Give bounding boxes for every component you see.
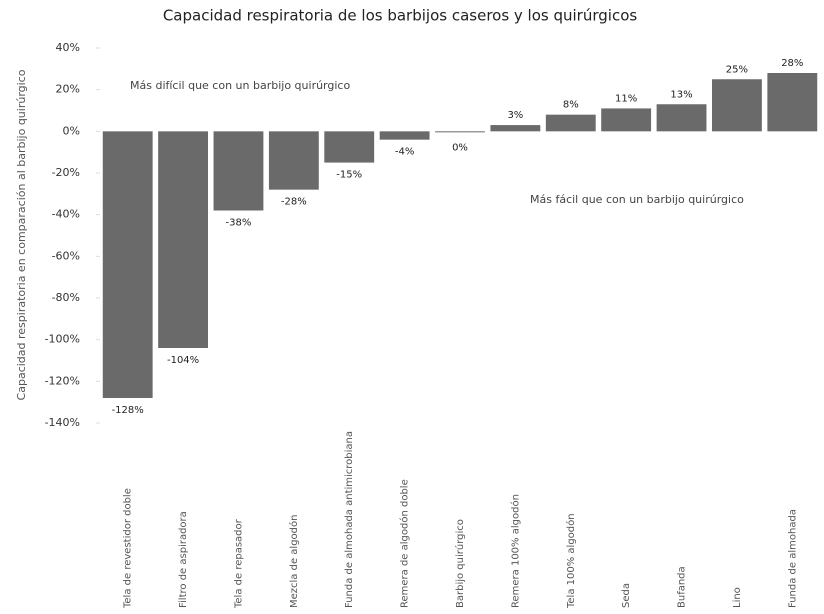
y-tick-label: 40% bbox=[56, 41, 80, 54]
value-label: -15% bbox=[336, 170, 362, 181]
bar bbox=[545, 114, 596, 132]
value-label: 28% bbox=[781, 58, 803, 69]
y-tick-label: -100% bbox=[45, 333, 80, 346]
y-tick-label: -120% bbox=[45, 374, 80, 387]
y-tick-label: -20% bbox=[52, 166, 80, 179]
value-label: 8% bbox=[563, 100, 579, 111]
value-label: 13% bbox=[670, 89, 692, 100]
bar bbox=[158, 131, 208, 348]
y-tick-label: -140% bbox=[45, 416, 80, 429]
x-tick-label: Bufanda bbox=[677, 566, 688, 608]
bar bbox=[767, 73, 818, 132]
bar bbox=[379, 131, 430, 140]
x-tick-label: Remera 100% algodón bbox=[509, 494, 521, 608]
value-label: 11% bbox=[615, 93, 637, 104]
x-tick-label: Seda bbox=[621, 583, 632, 608]
y-tick-label: -60% bbox=[52, 249, 80, 262]
value-label: 0% bbox=[452, 142, 468, 153]
x-tick-label: Remera de algodón doble bbox=[399, 479, 411, 608]
bar bbox=[435, 131, 485, 133]
value-label: -38% bbox=[226, 218, 252, 229]
value-label: 25% bbox=[726, 64, 748, 75]
value-label: -128% bbox=[112, 405, 144, 416]
y-tick-label: 0% bbox=[63, 124, 80, 137]
x-tick-label: Tela de revestidor doble bbox=[123, 488, 134, 609]
x-tick-label: Mezcla de algodón bbox=[288, 515, 300, 608]
annotation: Más difícil que con un barbijo quirúrgic… bbox=[130, 79, 350, 92]
y-tick-label: -40% bbox=[52, 208, 80, 221]
x-tick-label: Barbijo quirúrgico bbox=[454, 519, 466, 608]
bar bbox=[213, 131, 264, 211]
y-tick-label: 20% bbox=[56, 83, 80, 96]
y-axis-title: Capacidad respiratoria en comparación al… bbox=[15, 69, 28, 400]
value-label: -28% bbox=[281, 197, 307, 208]
x-tick-label: Filtro de aspiradora bbox=[178, 511, 189, 608]
value-label: -4% bbox=[395, 147, 414, 158]
bar bbox=[601, 108, 652, 132]
x-tick-label: Tela de repasador bbox=[233, 518, 244, 609]
bar bbox=[490, 125, 541, 132]
chart-title: Capacidad respiratoria de los barbijos c… bbox=[163, 7, 638, 25]
x-tick-label: Lino bbox=[732, 587, 743, 608]
y-tick-label: -80% bbox=[52, 291, 80, 304]
x-tick-label: Tela 100% algodón bbox=[565, 513, 577, 609]
bar bbox=[656, 104, 707, 132]
bar bbox=[712, 79, 762, 132]
bar bbox=[324, 131, 375, 163]
x-tick-label: Funda de almohada bbox=[787, 509, 798, 608]
bar bbox=[268, 131, 319, 190]
value-label: 3% bbox=[507, 110, 523, 121]
annotation: Más fácil que con un barbijo quirúrgico bbox=[530, 193, 744, 206]
x-tick-label: Funda de almohada antimicrobiana bbox=[344, 431, 355, 608]
bar bbox=[102, 131, 153, 399]
value-label: -104% bbox=[167, 355, 199, 366]
